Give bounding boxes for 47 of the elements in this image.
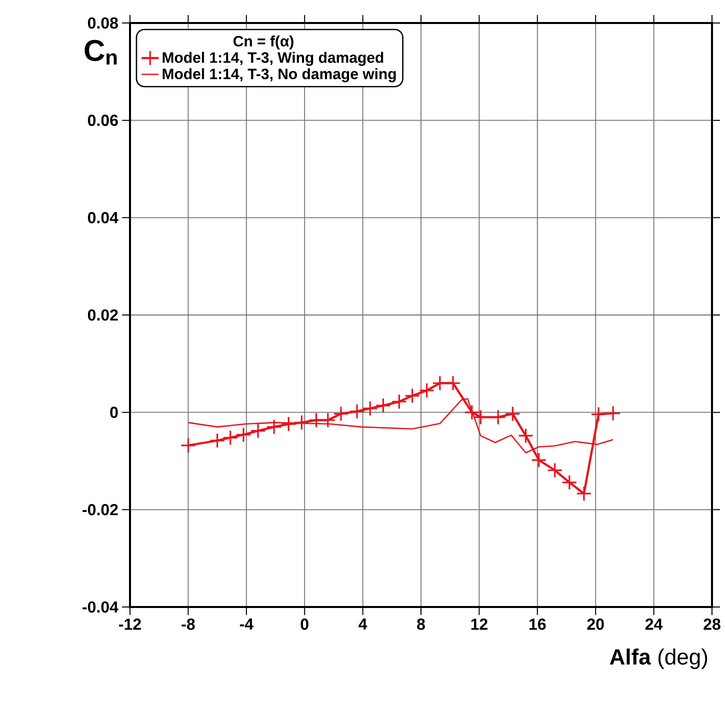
x-axis-title: Alfa (deg) xyxy=(610,648,708,670)
point xyxy=(210,432,226,448)
point xyxy=(222,430,238,446)
y-tick-label: 0 xyxy=(110,406,118,418)
x-tick-label: 12 xyxy=(471,618,488,630)
x-tick-label: 8 xyxy=(417,618,425,630)
point xyxy=(180,438,196,454)
point xyxy=(362,400,378,416)
point xyxy=(404,388,420,404)
legend-title: Cn = f(α) xyxy=(233,35,294,50)
point xyxy=(266,419,282,435)
point xyxy=(419,382,435,398)
point xyxy=(250,423,266,439)
point xyxy=(375,398,391,414)
point xyxy=(531,452,547,468)
x-tick-label: 20 xyxy=(587,618,604,630)
y-tick-label: -0.04 xyxy=(82,601,118,613)
legend-label: Model 1:14, T-3, No damage wing xyxy=(162,68,396,82)
point xyxy=(236,426,252,443)
point xyxy=(562,474,578,490)
point xyxy=(294,414,310,430)
point xyxy=(391,394,407,410)
y-tick-label: -0.02 xyxy=(82,504,118,516)
y-tick-label: 0.02 xyxy=(88,309,118,321)
x-tick-label: -4 xyxy=(240,618,254,630)
point xyxy=(504,406,520,422)
legend-label: Model 1:14, T-3, Wing damaged xyxy=(162,52,384,66)
y-axis-title: C$_{n}$ xyxy=(84,40,117,65)
point xyxy=(576,486,592,502)
y-tick-label: 0.04 xyxy=(88,212,118,224)
point xyxy=(333,406,349,422)
x-tick-label: 4 xyxy=(358,618,368,630)
x-tick-label: -12 xyxy=(119,618,141,630)
x-tick-label: -8 xyxy=(182,618,195,630)
point xyxy=(547,462,563,478)
point xyxy=(280,416,296,432)
point xyxy=(518,428,534,444)
x-tick-label: 28 xyxy=(704,618,720,630)
point xyxy=(490,409,506,425)
x-tick-label: 24 xyxy=(645,618,663,630)
point xyxy=(590,406,606,422)
x-tick-label: 16 xyxy=(530,618,546,630)
point xyxy=(605,406,621,422)
x-tick-label: 0 xyxy=(300,618,308,630)
y-tick-label: 0.06 xyxy=(88,114,118,126)
y-tick-label: 0.08 xyxy=(88,17,118,29)
point xyxy=(349,404,365,420)
